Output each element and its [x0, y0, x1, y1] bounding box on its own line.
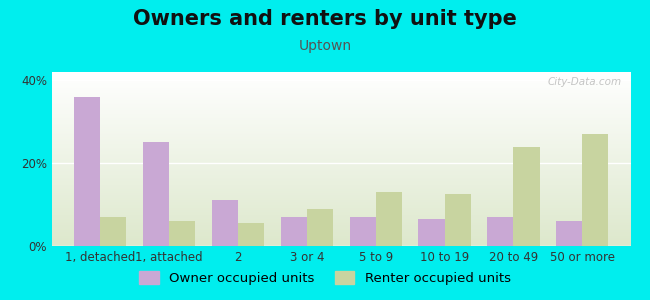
Bar	[376, 192, 402, 246]
Text: City-Data.com: City-Data.com	[548, 77, 622, 87]
Bar	[100, 217, 126, 246]
Bar	[419, 219, 445, 246]
Text: Uptown: Uptown	[298, 39, 352, 53]
Bar	[350, 217, 376, 246]
Bar	[445, 194, 471, 246]
Bar	[281, 217, 307, 246]
Bar	[169, 221, 195, 246]
Bar	[74, 97, 100, 246]
Bar	[212, 200, 238, 246]
Text: Owners and renters by unit type: Owners and renters by unit type	[133, 9, 517, 29]
Bar	[514, 147, 540, 246]
Bar	[307, 209, 333, 246]
Bar	[238, 223, 264, 246]
Bar	[488, 217, 514, 246]
Bar	[556, 221, 582, 246]
Bar	[582, 134, 608, 246]
Legend: Owner occupied units, Renter occupied units: Owner occupied units, Renter occupied un…	[134, 266, 516, 290]
Bar	[143, 142, 169, 246]
